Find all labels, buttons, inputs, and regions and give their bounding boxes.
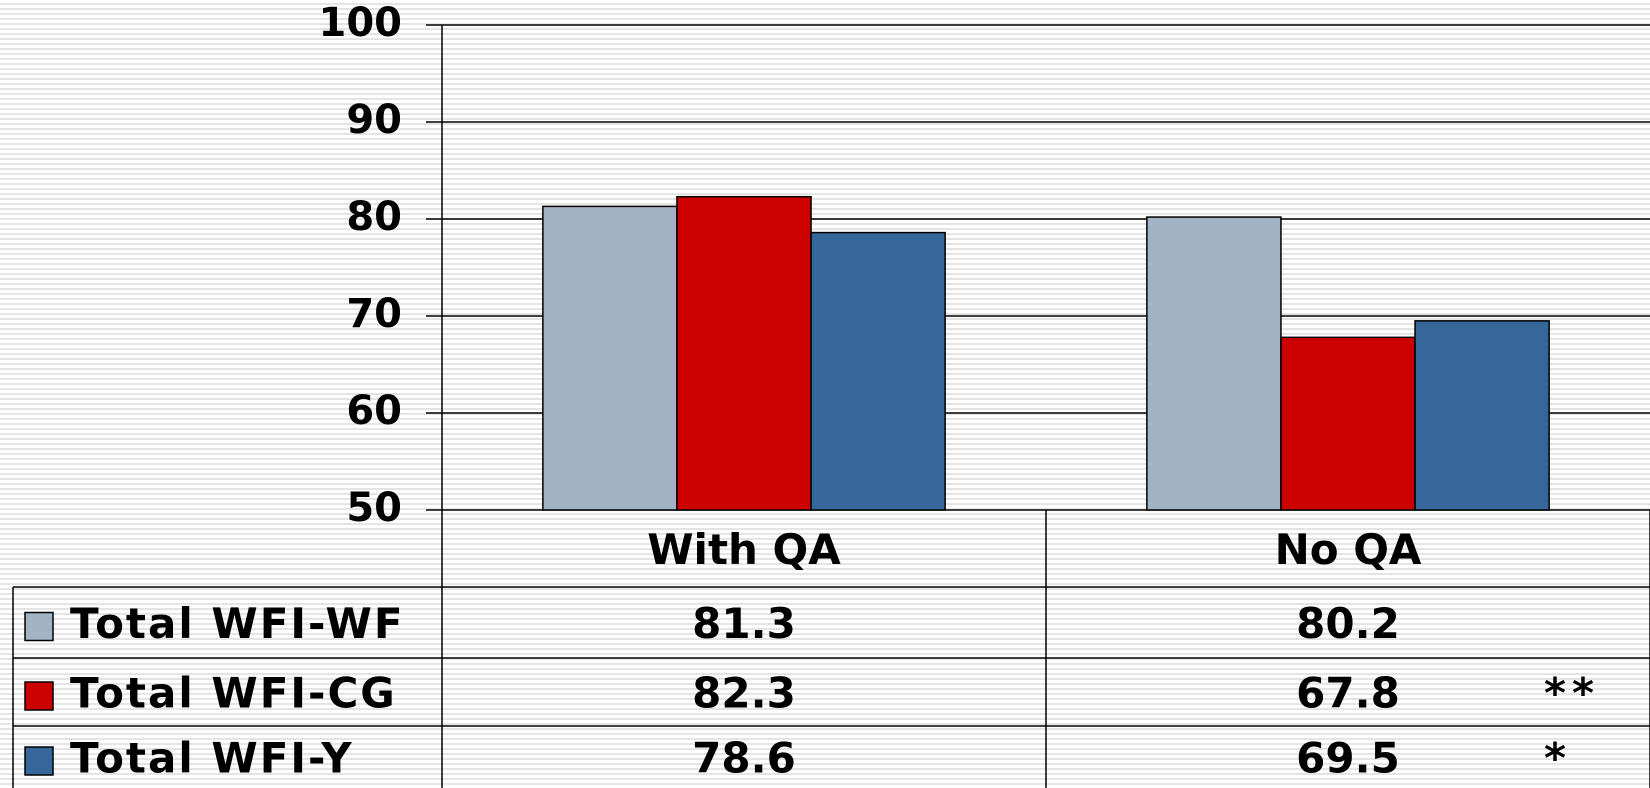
value-label: 81.3 bbox=[692, 599, 796, 648]
y-tick-label: 80 bbox=[346, 194, 402, 240]
y-tick-label: 70 bbox=[346, 291, 402, 337]
bar bbox=[810, 231, 946, 511]
y-tick-label: 90 bbox=[346, 97, 402, 143]
x-tick-label: With QA bbox=[647, 525, 841, 574]
legend-swatch bbox=[24, 681, 54, 711]
value-label: 67.8 bbox=[1296, 669, 1400, 718]
value-label: 78.6 bbox=[692, 734, 796, 783]
y-tick-label: 60 bbox=[346, 388, 402, 434]
legend-label: Total WFI-CG bbox=[70, 669, 397, 718]
value-label: 82.3 bbox=[692, 669, 796, 718]
value-label: 69.5 bbox=[1296, 734, 1400, 783]
legend-label: Total WFI-Y bbox=[70, 734, 354, 783]
y-tick-label: 100 bbox=[319, 0, 403, 46]
bar bbox=[676, 195, 812, 511]
bar bbox=[1146, 216, 1282, 511]
legend-label: Total WFI-WF bbox=[70, 599, 405, 648]
y-tick-label: 50 bbox=[346, 485, 402, 531]
bar bbox=[542, 205, 678, 511]
bar bbox=[1414, 320, 1550, 511]
value-label: 80.2 bbox=[1296, 599, 1400, 648]
bar bbox=[1280, 336, 1416, 511]
x-tick-label: No QA bbox=[1275, 525, 1422, 574]
significance-label: * bbox=[1544, 734, 1572, 783]
significance-label: ** bbox=[1544, 669, 1600, 718]
legend-swatch bbox=[24, 611, 54, 642]
legend-swatch bbox=[24, 746, 54, 776]
